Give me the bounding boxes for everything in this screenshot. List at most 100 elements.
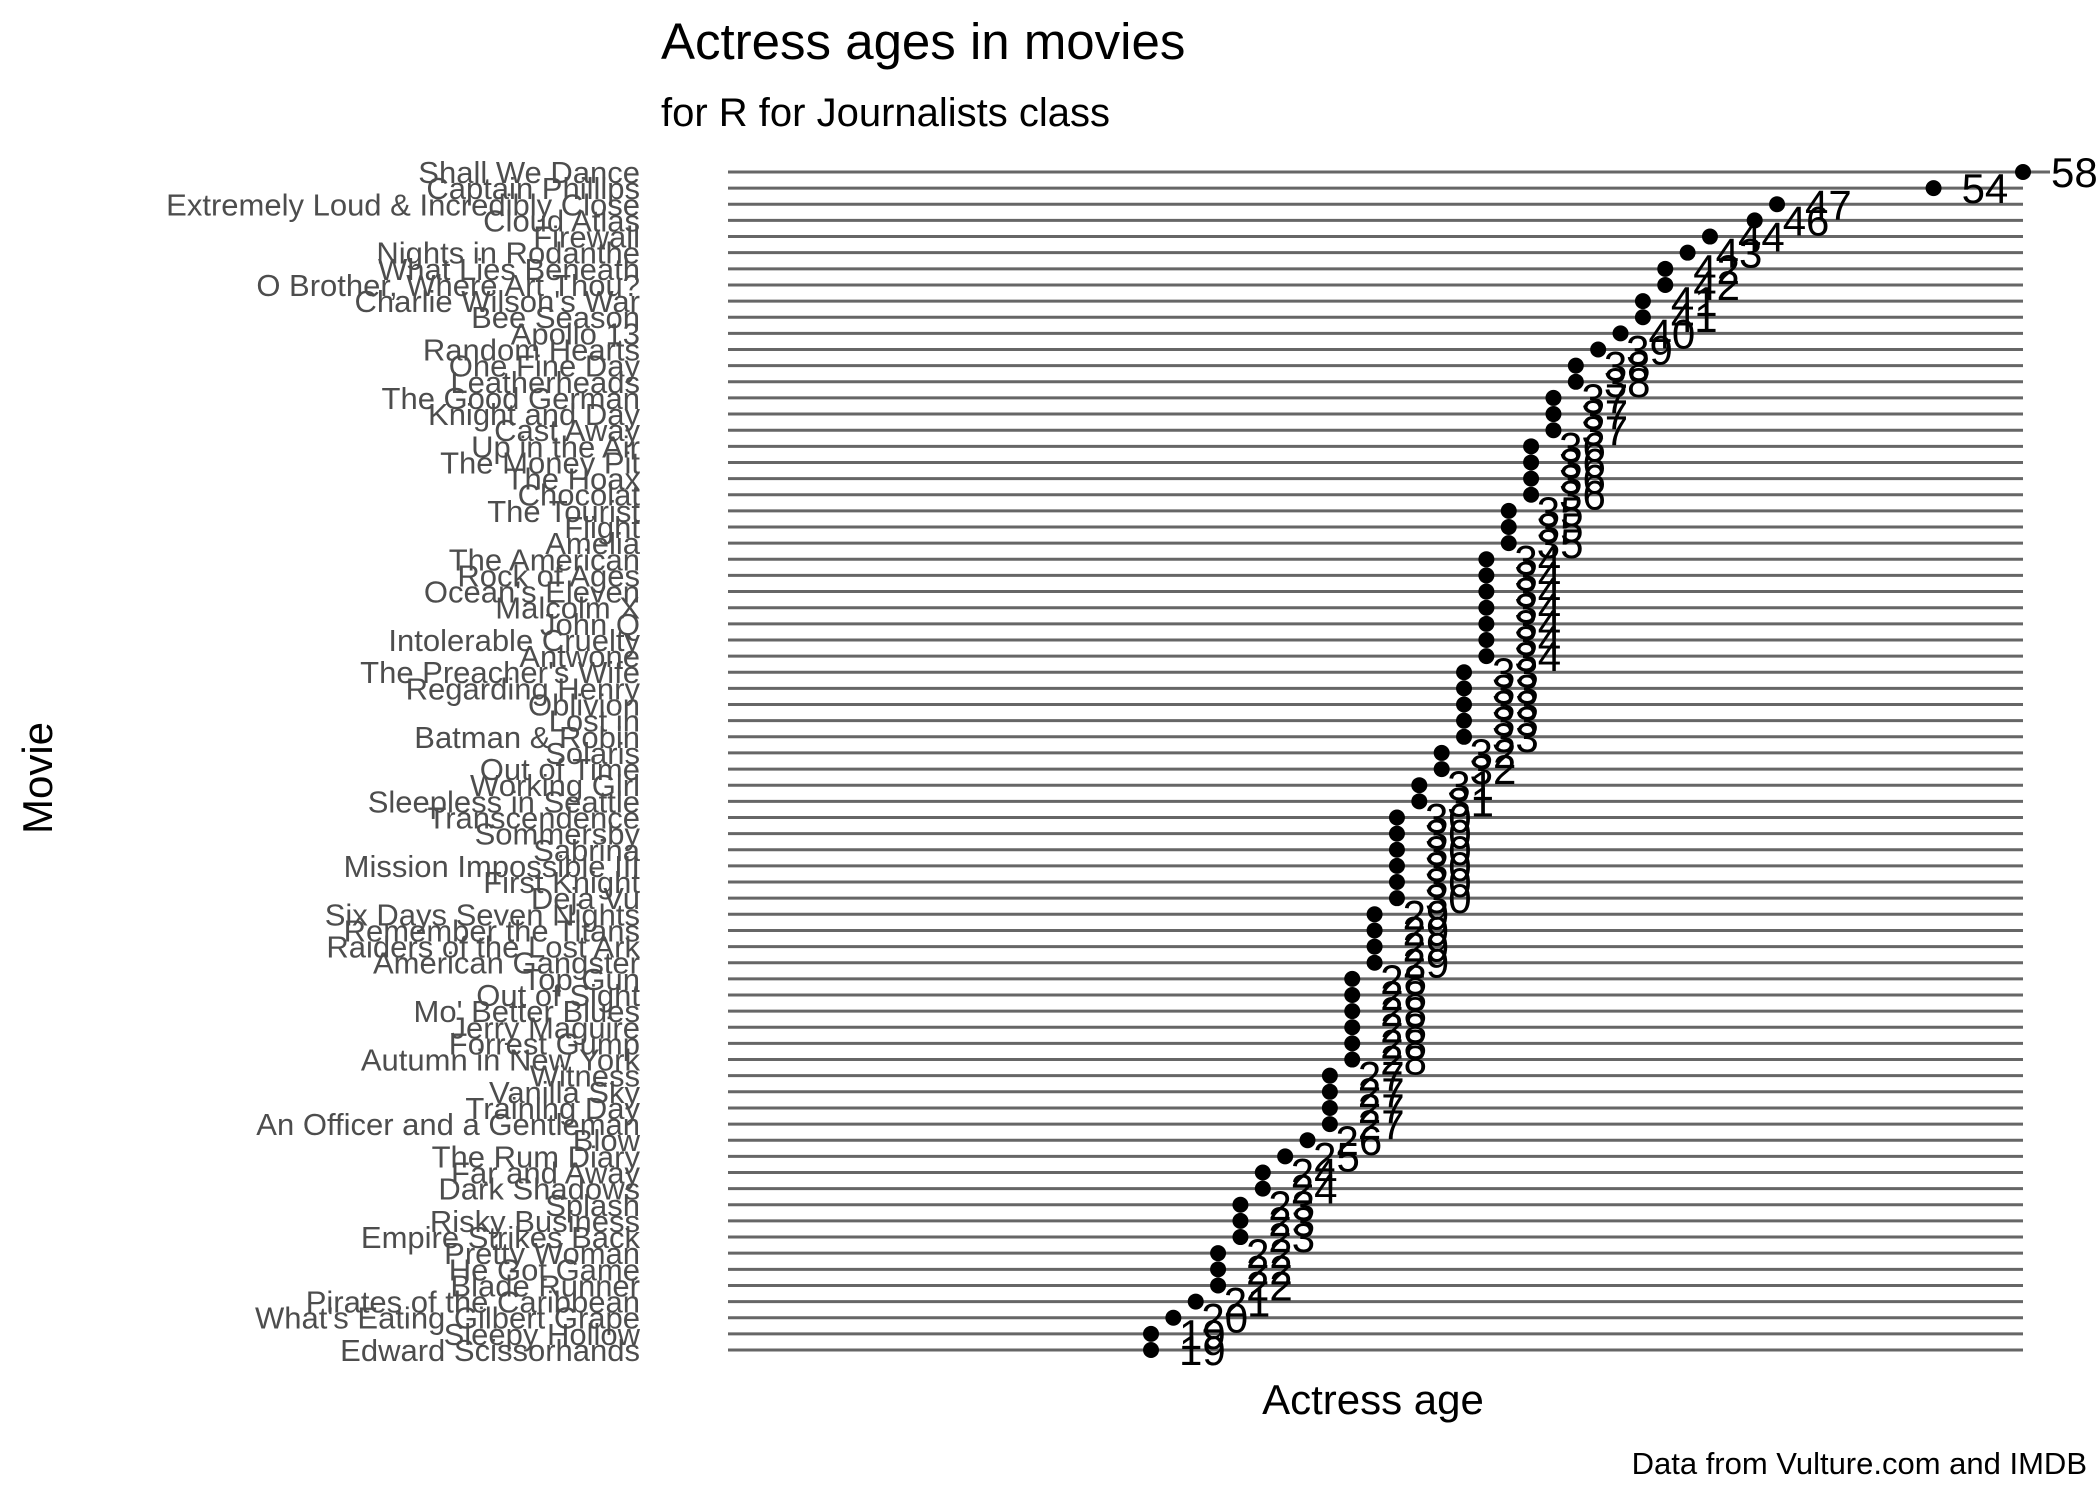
data-label: 34: [1514, 633, 1561, 680]
y-tick-label: Pirates of the Caribbean: [306, 1285, 640, 1320]
y-tick-label: Bee Season: [471, 300, 640, 335]
data-point: [1165, 1309, 1182, 1326]
data-label: 30: [1425, 875, 1472, 922]
y-tick-label: Splash: [545, 1188, 640, 1223]
data-point: [1143, 1342, 1159, 1358]
y-tick-label: Cast Away: [494, 413, 640, 448]
data-point: [1769, 196, 1786, 213]
data-point: [1679, 244, 1696, 261]
data-point: [1634, 309, 1651, 326]
data-point: [1254, 1164, 1271, 1181]
data-point: [1545, 422, 1562, 439]
y-tick-label: Six Days Seven Nights: [325, 897, 640, 932]
y-tick-label: Ocean's Eleven: [424, 575, 640, 610]
data-point: [1321, 1116, 1338, 1133]
data-point: [1925, 180, 1942, 197]
y-tick-label: American Gangster: [373, 946, 640, 981]
data-label: 27: [1358, 1053, 1405, 1100]
data-point: [1456, 696, 1473, 713]
value-label-layer: 5854474644434242414140393838373737363636…: [1179, 149, 2098, 1374]
data-label: 25: [1313, 1133, 1360, 1180]
y-tick-label: Random Hearts: [423, 333, 640, 368]
data-label: 26: [1336, 1117, 1383, 1164]
data-point: [1523, 454, 1540, 471]
data-point: [1411, 777, 1428, 794]
data-point: [1746, 212, 1763, 229]
y-tick-label: Autumn in New York: [361, 1043, 641, 1078]
y-tick-label: Pretty Woman: [444, 1236, 640, 1271]
data-label: 27: [1358, 1069, 1405, 1116]
data-point: [1478, 551, 1495, 568]
data-label: 28: [1380, 988, 1427, 1035]
y-tick-label: He Got Game: [449, 1252, 640, 1287]
y-tick-label: Shall We Dance: [418, 155, 640, 190]
data-point: [1366, 938, 1383, 955]
stem-layer: [728, 170, 2050, 1352]
data-label: 36: [1559, 472, 1606, 519]
y-tick-label: Apollo 13: [511, 316, 640, 351]
data-label: 29: [1403, 940, 1450, 987]
data-label: 36: [1559, 423, 1606, 470]
data-label: 43: [1716, 230, 1763, 277]
data-label: 34: [1514, 552, 1561, 599]
data-point: [1143, 1325, 1159, 1342]
data-label: 33: [1492, 649, 1539, 696]
chart-title: Actress ages in movies: [661, 13, 1185, 70]
y-tick-label: Sleepless in Seattle: [368, 784, 640, 819]
data-label: 38: [1604, 343, 1651, 390]
data-label: 36: [1559, 456, 1606, 503]
y-tick-label: Out of Time: [480, 752, 640, 787]
y-tick-label: The Money Pit: [440, 445, 640, 480]
data-point: [1567, 373, 1584, 390]
data-label: 27: [1358, 1101, 1405, 1148]
y-tick-label: An Officer and a Gentleman: [256, 1107, 640, 1142]
x-axis-label: Actress age: [1262, 1376, 1484, 1423]
data-point: [1366, 906, 1383, 923]
data-point: [1634, 293, 1651, 310]
y-tick-label: What's Eating Gilbert Grape: [255, 1301, 640, 1336]
data-point: [1388, 825, 1405, 842]
data-label: 20: [1201, 1295, 1248, 1342]
data-label: 47: [1805, 181, 1852, 228]
data-label: 23: [1268, 1182, 1315, 1229]
y-tick-label: Blade Runner: [450, 1268, 640, 1303]
data-label: 42: [1693, 262, 1740, 309]
data-point: [1388, 809, 1405, 826]
data-label: 34: [1514, 536, 1561, 583]
data-label: 33: [1492, 714, 1539, 761]
y-tick-label: Lost in: [549, 704, 640, 739]
data-label: 36: [1559, 439, 1606, 486]
data-point: [1299, 1132, 1316, 1149]
data-point: [1366, 922, 1383, 939]
data-point: [1456, 712, 1473, 729]
y-tick-label: Witness: [530, 1059, 640, 1094]
y-tick-label: The Good German: [382, 381, 640, 416]
data-label: 54: [1962, 165, 2009, 212]
y-tick-label: Rock of Ages: [457, 558, 640, 593]
y-tick-label: Training Day: [465, 1091, 640, 1126]
y-tick-label: Captain Phillips: [426, 171, 640, 206]
y-tick-label: Edward Scissorhands: [340, 1333, 640, 1368]
y-tick-label: Mission Impossible III: [344, 849, 640, 884]
data-label: 30: [1425, 811, 1472, 858]
data-point: [1657, 276, 1674, 293]
data-label: 46: [1783, 197, 1830, 244]
data-point: [1321, 1099, 1338, 1116]
chart-subtitle: for R for Journalists class: [661, 91, 1110, 135]
y-tick-label: Up in the Air: [471, 429, 640, 464]
data-point: [1210, 1261, 1227, 1278]
y-tick-label: First Knight: [483, 865, 640, 900]
data-point: [1500, 519, 1517, 536]
data-point: [1456, 664, 1473, 681]
y-tick-label: Amelia: [545, 526, 641, 561]
data-point: [2015, 164, 2031, 180]
data-label: 44: [1738, 214, 1785, 261]
data-point: [1344, 1019, 1361, 1036]
data-label: 24: [1291, 1149, 1338, 1196]
y-tick-label: Mo' Better Blues: [414, 994, 640, 1029]
data-label: 23: [1268, 1198, 1315, 1245]
y-axis-label: Movie: [14, 722, 61, 834]
data-label: 24: [1291, 1166, 1338, 1213]
